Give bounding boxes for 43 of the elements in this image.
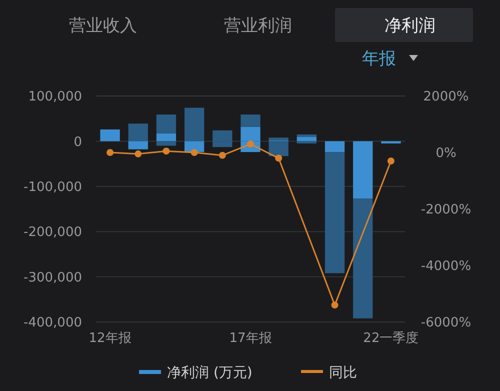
point bbox=[162, 148, 170, 155]
y-tick-label: 100,000 bbox=[28, 90, 82, 105]
bar bbox=[296, 136, 317, 142]
y-tick-label: -400,000 bbox=[24, 316, 82, 331]
bar bbox=[100, 129, 120, 142]
bar bbox=[324, 141, 345, 152]
point bbox=[218, 152, 226, 159]
text: 营业利润 bbox=[224, 16, 292, 36]
bar bbox=[156, 114, 176, 134]
y-tick-label: -100,000 bbox=[24, 180, 82, 195]
bar bbox=[353, 141, 373, 199]
bar bbox=[353, 198, 373, 318]
point bbox=[275, 154, 282, 162]
x-tick-label: 22一季度 bbox=[363, 330, 419, 346]
point bbox=[106, 149, 114, 156]
y2-tick-label: -4000% bbox=[420, 259, 472, 274]
legend-label: 净利润 (万元) bbox=[167, 364, 252, 381]
point bbox=[134, 150, 142, 158]
point bbox=[190, 149, 198, 156]
bar bbox=[184, 108, 204, 142]
x-tick-label: 17年报 bbox=[229, 331, 272, 346]
bar bbox=[240, 114, 260, 127]
bar bbox=[184, 141, 204, 152]
y-tick-label: 0 bbox=[74, 134, 82, 150]
y-tick-label: -300,000 bbox=[24, 270, 82, 286]
text: 营业收入 bbox=[69, 16, 137, 36]
y2-tick-label: 2000% bbox=[423, 90, 469, 105]
point bbox=[331, 302, 338, 309]
text: 净利润 bbox=[384, 16, 436, 36]
y2-tick-label: -2000% bbox=[420, 202, 472, 218]
legend-label: 同比 bbox=[329, 364, 357, 381]
bar bbox=[128, 124, 148, 142]
bar bbox=[156, 134, 176, 142]
point bbox=[387, 157, 394, 164]
text: 年报 bbox=[362, 49, 396, 69]
bar bbox=[156, 141, 176, 146]
y2-tick-label: -6000% bbox=[420, 316, 472, 331]
x-tick-label: 12年报 bbox=[88, 331, 132, 346]
y2-tick-label: 0% bbox=[436, 146, 456, 162]
bar bbox=[268, 141, 288, 156]
bar bbox=[324, 152, 345, 274]
bar bbox=[128, 141, 148, 150]
y-tick-label: -200,000 bbox=[24, 225, 82, 240]
